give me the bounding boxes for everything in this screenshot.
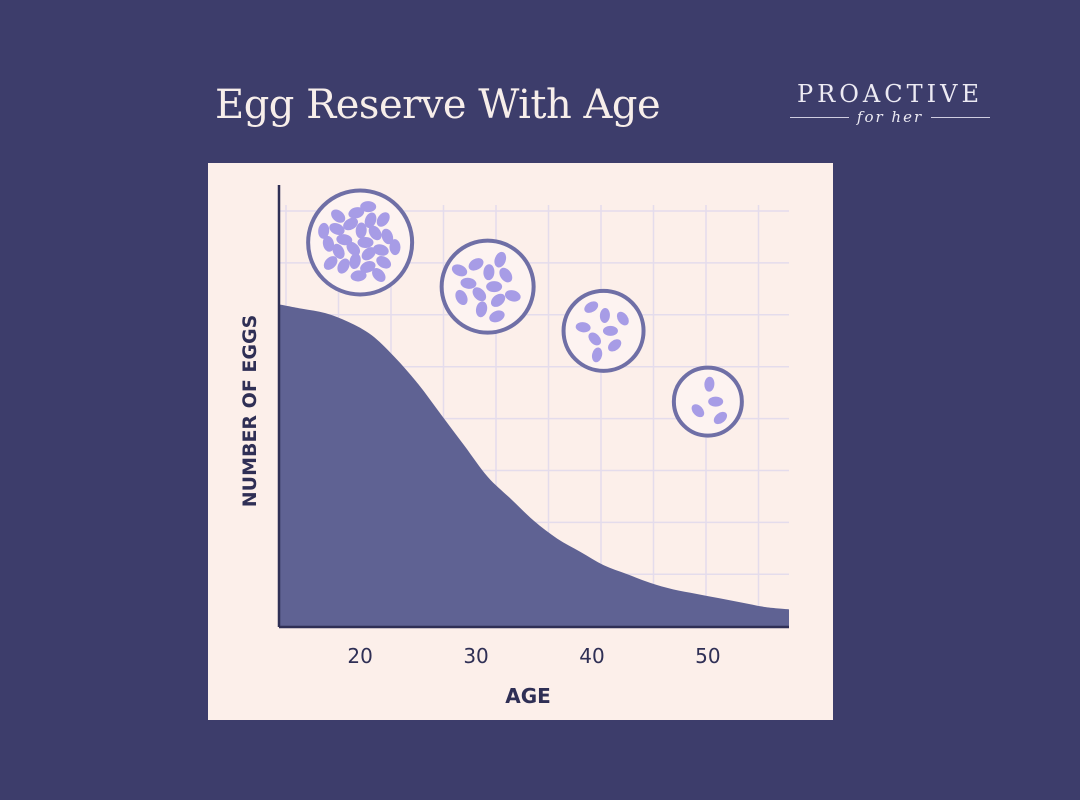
egg-mark [483,264,495,281]
y-axis-label: NUMBER OF EGGS [239,315,261,508]
egg-mark [360,201,377,213]
egg-mark [588,332,602,346]
egg-mark [360,261,376,273]
egg-mark [599,308,610,323]
brand-name: PROACTIVE [797,80,983,108]
egg-mark [376,212,390,227]
egg-mark [472,287,487,302]
brand-tagline-row: for her [790,108,991,126]
brand-rule-left [790,116,849,118]
egg-mark [337,258,350,274]
egg-mark [475,301,488,318]
egg-mark [323,256,338,270]
egg-mark [575,322,591,333]
brand-rule-right [931,116,991,118]
egg-mark [361,247,376,261]
egg-mark [329,223,345,236]
egg-mark [368,225,382,241]
egg-mark [489,310,505,323]
egg-reserve-area [279,304,789,627]
egg-mark [355,222,367,239]
egg-mark [486,281,503,293]
egg-mark [713,411,728,425]
egg-mark [364,212,377,228]
egg-mark [350,270,367,282]
egg-mark [490,293,506,307]
x-tick-label: 30 [463,644,488,668]
egg-mark [349,253,361,270]
egg-mark [376,255,392,269]
egg-mark [336,234,353,246]
brand-logo: PROACTIVE for her [790,80,991,126]
x-tick-label: 50 [695,644,720,668]
chart-svg: 20 30 40 50 AGE NUMBER OF EGGS [239,185,789,708]
egg-mark [331,209,346,223]
egg-mark [704,376,715,392]
egg-mark [460,277,477,289]
egg-mark [332,243,345,259]
egg-mark [381,228,394,245]
x-tick-label: 40 [579,644,604,668]
egg-mark [602,325,618,336]
egg-mark [591,347,603,363]
egg-mark [373,244,389,256]
egg-mark [346,241,361,256]
brand-tagline: for her [856,108,924,126]
egg-mark [584,301,599,313]
egg-mark [616,311,629,326]
egg-mark [691,404,705,418]
egg-mark [504,290,521,302]
egg-mark [343,217,358,231]
egg-mark [451,264,468,277]
egg-mark [499,267,513,283]
egg-mark [372,268,386,282]
egg-mark [318,222,330,239]
chart-panel: 20 30 40 50 AGE NUMBER OF EGGS [208,163,833,720]
chart-title: Egg Reserve With Age [215,82,661,128]
egg-mark [708,396,724,407]
egg-mark [357,236,374,248]
egg-mark [389,239,401,256]
egg-mark [322,235,335,252]
egg-mark [468,258,484,271]
x-axis-label: AGE [505,684,551,708]
egg-mark [455,289,468,306]
egg-mark [608,339,622,352]
x-tick-label: 20 [347,644,372,668]
egg-mark [348,207,365,219]
egg-mark [494,251,507,268]
